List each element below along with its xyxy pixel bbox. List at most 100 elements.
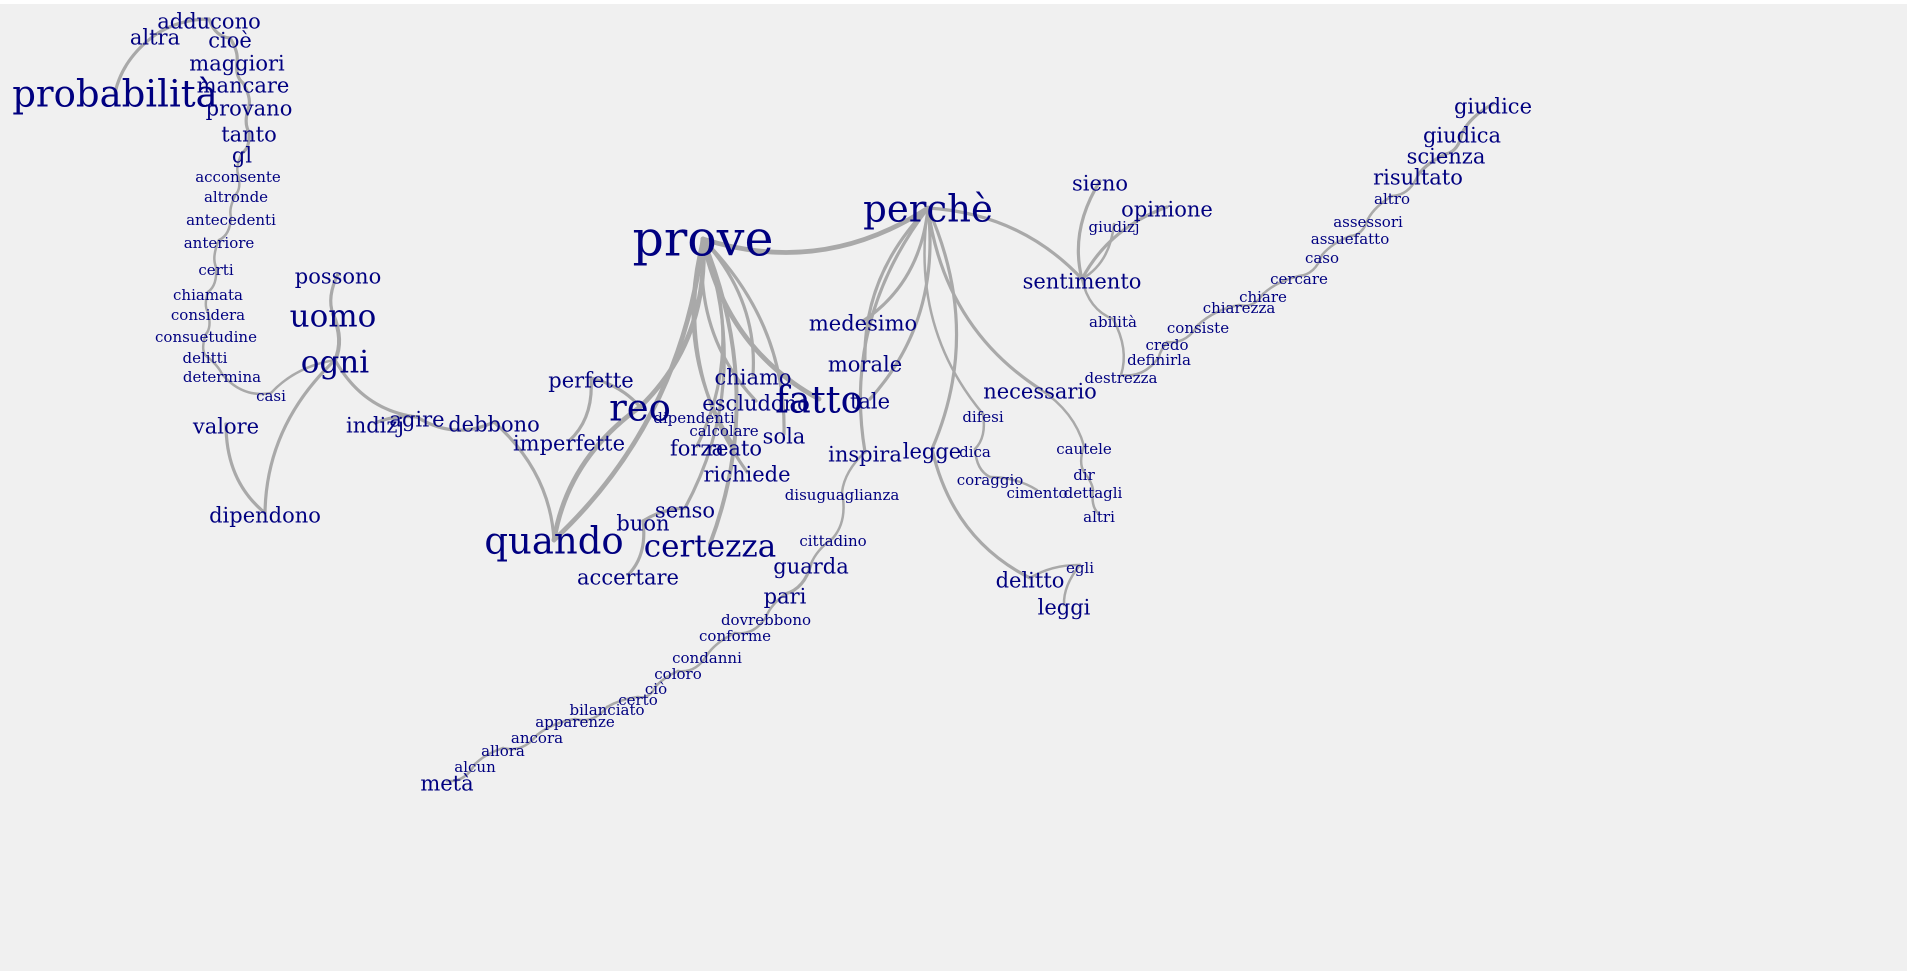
- edge-cautele-dir: [1079, 444, 1086, 474]
- edge-cio-certo: [636, 684, 658, 699]
- edge-risultato-scienza: [1416, 152, 1448, 177]
- word-sola: sola: [763, 425, 806, 449]
- edge-acconsente-altronde: [234, 172, 241, 196]
- edge-prove-richiede: [693, 237, 749, 474]
- edge-dica-coraggio: [973, 447, 992, 479]
- word-risultato: risultato: [1373, 166, 1463, 190]
- edge-guarda-pari: [783, 562, 813, 596]
- edge-prove-senso: [683, 237, 726, 510]
- word-definirla: definirla: [1127, 351, 1191, 369]
- edge-cercare-caso: [1297, 253, 1324, 278]
- word-senso: senso: [655, 499, 715, 523]
- edge-delitto-egli: [1028, 563, 1082, 580]
- word-credo: credo: [1145, 336, 1188, 354]
- word-giudice: giudice: [1454, 95, 1532, 119]
- edge-dovrebbono-conforme: [733, 615, 768, 635]
- word-dettagli: dettagli: [1064, 484, 1123, 502]
- edge-uomo-ogni: [331, 312, 342, 362]
- word-pari: pari: [764, 585, 807, 609]
- edge-sentimento-sieno: [1076, 179, 1102, 281]
- word-chiamo: chiamo: [714, 366, 791, 390]
- edge-credo-consiste: [1165, 323, 1200, 344]
- word-destrezza: destrezza: [1084, 369, 1157, 387]
- edge-allora-alcun: [473, 746, 505, 766]
- edge-quando-reo: [551, 404, 643, 543]
- word-altronde: altronde: [204, 188, 268, 206]
- edge-necessario-cautele: [1038, 387, 1086, 448]
- edge-chiare-cercare: [1261, 274, 1301, 296]
- word-tale: tale: [850, 390, 890, 414]
- edge-tanto-gl: [240, 130, 251, 155]
- word-difesi: difesi: [962, 408, 1004, 426]
- edge-buon-accertare: [626, 519, 646, 577]
- word-abilita: abilità: [1089, 313, 1137, 331]
- edge-consuetudine-delitti: [201, 332, 208, 357]
- edge-alcun-meta: [445, 762, 477, 783]
- word-alcun: alcun: [454, 758, 496, 776]
- word-fatto: fatto: [775, 379, 863, 422]
- word-prove: prove: [633, 211, 774, 268]
- word-dica: dica: [959, 443, 991, 461]
- word-meta: metà: [420, 772, 473, 796]
- edge-certo-bilanciato: [605, 695, 640, 709]
- word-morale: morale: [828, 353, 902, 377]
- edge-consiste-chiarezza: [1196, 303, 1241, 327]
- edge-perche-inspira: [858, 206, 930, 454]
- word-sieno: sieno: [1072, 172, 1128, 196]
- word-ancora: ancora: [511, 729, 563, 747]
- word-perfette: perfette: [548, 369, 633, 393]
- edge-possono-uomo: [329, 272, 340, 316]
- word-dipendenti: dipendenti: [653, 409, 735, 427]
- word-cercare: cercare: [1270, 270, 1328, 288]
- word-determina: determina: [183, 368, 261, 386]
- word-conforme: conforme: [699, 627, 771, 645]
- edge-perche-difesi: [923, 206, 985, 416]
- edge-layer: [113, 17, 1495, 783]
- edge-maggiori-mancare: [235, 59, 245, 85]
- word-inspira: inspira: [828, 443, 902, 467]
- edge-antecedenti-anteriore: [217, 215, 233, 242]
- edge-cittadino-guarda: [809, 536, 835, 566]
- edge-disuguaglianza-cittadino: [831, 490, 845, 540]
- edge-coraggio-cimento: [988, 475, 1039, 492]
- edge-altra-adducono: [153, 17, 211, 37]
- word-giudica: giudica: [1423, 124, 1501, 148]
- edge-difesi-dica: [973, 412, 986, 451]
- edge-perche-morale: [863, 206, 930, 364]
- edge-adducono-cioe: [207, 17, 232, 40]
- edge-delitti-determina: [203, 353, 224, 376]
- word-assessori: assessori: [1333, 213, 1403, 231]
- word-agire: agire: [389, 408, 444, 432]
- word-quando: quando: [484, 520, 623, 563]
- word-gl: gl: [232, 144, 252, 168]
- edge-ancora-allora: [501, 733, 539, 751]
- edge-legge-delitto: [930, 447, 1032, 580]
- word-coraggio: coraggio: [957, 471, 1024, 489]
- edge-sentimento-abilita: [1080, 277, 1115, 321]
- word-chiamata: chiamata: [173, 286, 243, 304]
- word-richiede: richiede: [703, 463, 790, 487]
- edge-anteriore-certi: [213, 238, 221, 269]
- edge-agire-debbono: [415, 415, 496, 432]
- edge-ogni-dipendono: [263, 358, 337, 515]
- word-dir: dir: [1073, 466, 1095, 484]
- word-egli: egli: [1066, 559, 1094, 577]
- word-casi: casi: [256, 387, 286, 405]
- word-anteriore: anteriore: [184, 234, 255, 252]
- word-assuefatto: assuefatto: [1311, 230, 1389, 248]
- word-cio: ciò: [645, 680, 667, 698]
- edge-assuefatto-assessori: [1348, 217, 1370, 238]
- word-bilanciato: bilanciato: [570, 701, 645, 719]
- edge-dettagli-altri: [1091, 488, 1101, 516]
- word-condanni: condanni: [672, 649, 742, 667]
- edge-dipendono-valore: [224, 422, 267, 515]
- word-altra: altra: [130, 26, 180, 50]
- word-calcolare: calcolare: [689, 422, 758, 440]
- word-accertare: accertare: [577, 566, 679, 590]
- word-chiare: chiare: [1239, 288, 1287, 306]
- word-chiarezza: chiarezza: [1203, 299, 1276, 317]
- word-disuguaglianza: disuguaglianza: [785, 486, 900, 504]
- edge-altra-probabilita: [113, 33, 157, 95]
- word-delitti: delitti: [183, 349, 228, 367]
